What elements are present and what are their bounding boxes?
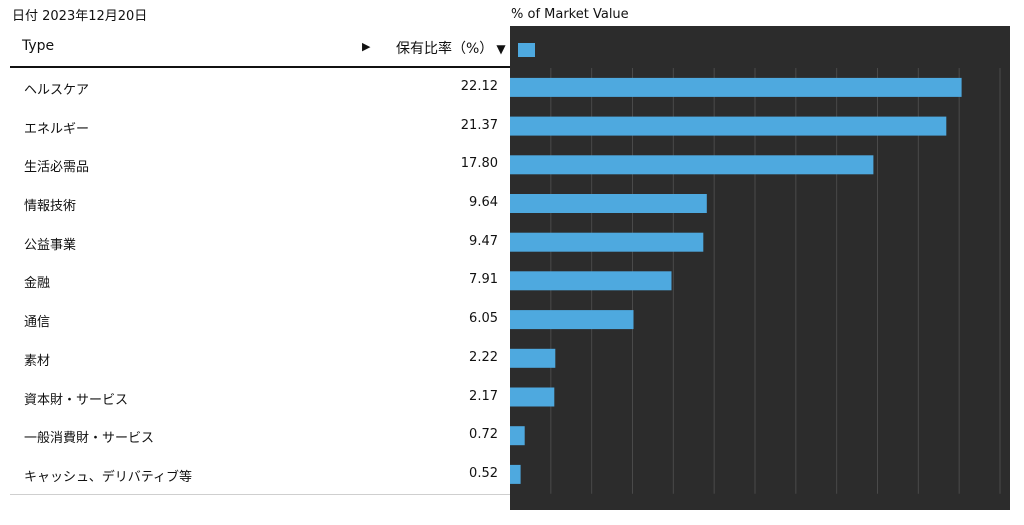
bar[interactable]: [510, 464, 521, 484]
bar[interactable]: [510, 116, 947, 136]
row-type-name: 素材: [24, 353, 51, 369]
row-holding-ratio: 21.37: [460, 117, 498, 133]
row-type-name: エネルギー: [24, 121, 90, 137]
bar[interactable]: [510, 310, 634, 330]
triangle-down-icon[interactable]: ▼: [496, 42, 506, 56]
chart-title: % of Market Value: [511, 7, 629, 22]
bar-chart: [510, 26, 1010, 510]
row-holding-ratio: 17.80: [460, 156, 498, 172]
row-type-name: 一般消費財・サービス: [24, 431, 155, 447]
row-type-name: 生活必需品: [24, 160, 90, 176]
row-holding-ratio: 9.47: [469, 233, 498, 249]
triangle-right-icon[interactable]: ▶: [362, 40, 371, 53]
bar[interactable]: [510, 194, 707, 213]
row-type-name: キャッシュ、デリバティブ等: [24, 469, 192, 485]
table-row: 情報技術 9.64: [10, 184, 510, 223]
row-holding-ratio: 7.91: [469, 272, 498, 288]
row-type-name: 公益事業: [24, 237, 77, 253]
row-holding-ratio: 6.05: [469, 311, 498, 327]
date-label: 日付 2023年12月20日: [12, 9, 148, 24]
holdings-table: Type ▶ 保有比率（%） ▼ ヘルスケア 22.12 エネルギー 21.37 生活必需…: [10, 28, 510, 495]
bar[interactable]: [510, 155, 874, 175]
table-row: 公益事業 9.47: [10, 223, 510, 262]
table-row: 資本財・サービス 2.17: [10, 378, 510, 417]
table-row: 通信 6.05: [10, 300, 510, 339]
table-body: ヘルスケア 22.12 エネルギー 21.37 生活必需品 17.80 情報技術 9.64 公益…: [10, 68, 510, 495]
row-holding-ratio: 2.22: [469, 349, 498, 365]
row-holding-ratio: 9.64: [469, 195, 498, 211]
bar[interactable]: [510, 271, 672, 291]
table-row: 生活必需品 17.80: [10, 145, 510, 184]
column-header-type: Type: [22, 38, 55, 54]
row-type-name: 金融: [24, 276, 51, 292]
legend-swatch: [518, 43, 535, 57]
row-holding-ratio: 2.17: [469, 388, 498, 404]
column-header-holding-ratio-label: 保有比率（%）: [396, 41, 494, 57]
row-type-name: 情報技術: [24, 199, 77, 215]
bar[interactable]: [510, 348, 556, 368]
table-row: 金融 7.91: [10, 261, 510, 300]
table-header: Type ▶ 保有比率（%） ▼: [10, 28, 510, 68]
table-row: キャッシュ、デリバティブ等 0.52: [10, 455, 510, 495]
bar[interactable]: [510, 232, 704, 252]
table-row: ヘルスケア 22.12: [10, 68, 510, 107]
bar-chart-svg: [510, 43, 1001, 494]
table-row: 素材 2.22: [10, 339, 510, 378]
table-row: 一般消費財・サービス 0.72: [10, 416, 510, 455]
bar[interactable]: [510, 77, 962, 97]
bar[interactable]: [510, 426, 525, 446]
row-type-name: 資本財・サービス: [24, 392, 129, 408]
row-holding-ratio: 22.12: [460, 79, 498, 94]
row-type-name: ヘルスケア: [24, 83, 90, 98]
row-type-name: 通信: [24, 315, 51, 331]
bar[interactable]: [510, 387, 555, 407]
table-row: エネルギー 21.37: [10, 107, 510, 146]
row-holding-ratio: 0.52: [469, 465, 498, 481]
row-holding-ratio: 0.72: [469, 427, 498, 443]
column-header-holding-ratio[interactable]: 保有比率（%） ▼: [396, 38, 506, 58]
